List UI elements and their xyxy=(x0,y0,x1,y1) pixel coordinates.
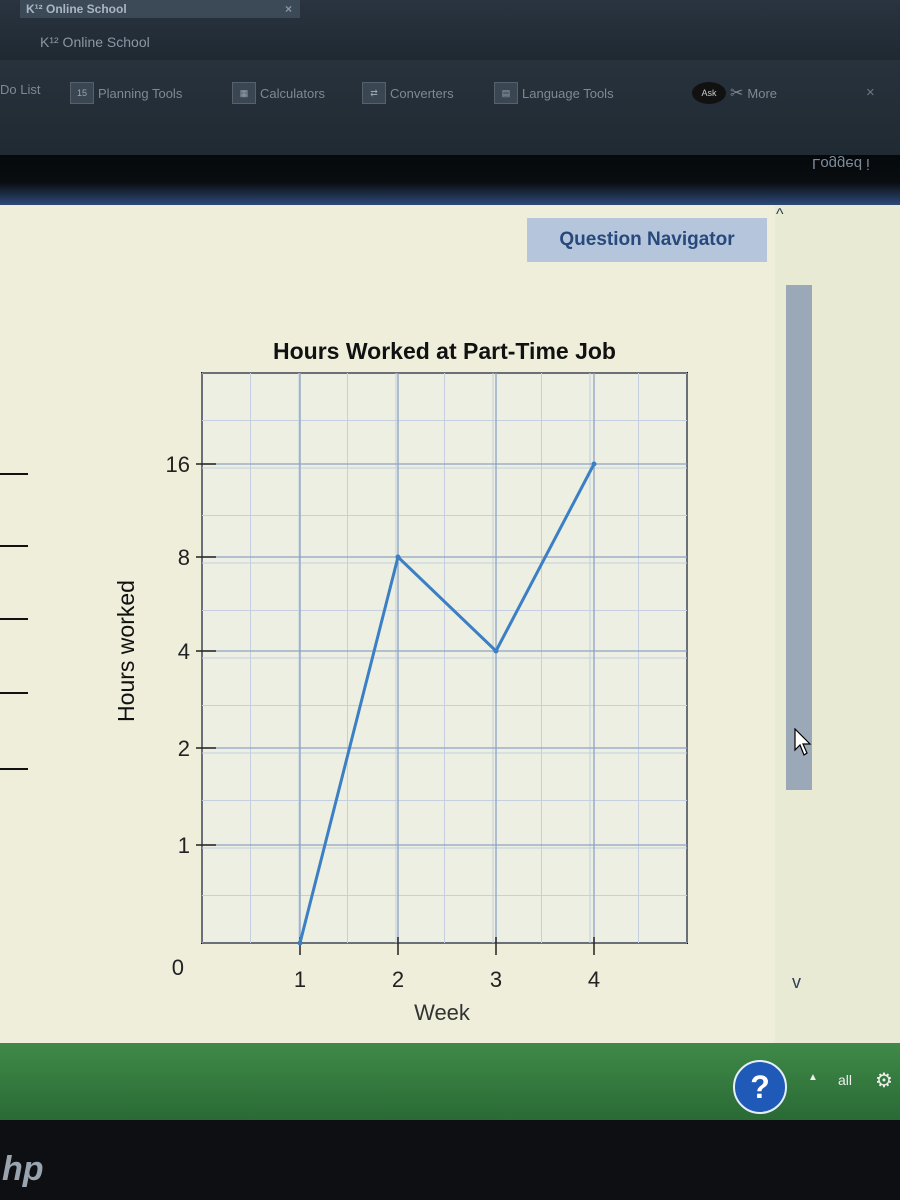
x-tick-label: 3 xyxy=(490,967,502,992)
language-icon: ▤ xyxy=(494,82,518,104)
answer-blank xyxy=(0,618,28,620)
toolbar-do-list[interactable]: Do List xyxy=(0,82,40,97)
signal-icon[interactable]: all xyxy=(838,1072,853,1088)
toolbar-planning-tools[interactable]: 15 Planning Tools xyxy=(70,82,182,104)
y-tick-label: 16 xyxy=(166,452,190,477)
chart-title: Hours Worked at Part-Time Job xyxy=(273,338,616,364)
scrollbar-thumb[interactable] xyxy=(786,285,812,790)
tab-title: K¹² Online School xyxy=(26,2,127,16)
toolbar-label: Do List xyxy=(0,82,41,97)
answer-blank xyxy=(0,768,28,770)
y-tick-label: 8 xyxy=(178,545,190,570)
toolbar-converters[interactable]: ⇄ Converters xyxy=(362,82,454,104)
x-axis-label: Week xyxy=(414,1000,471,1025)
tab-close-icon[interactable]: × xyxy=(284,2,292,16)
header-band: Logged i xyxy=(0,155,900,205)
tray-expand-icon[interactable]: ▲ xyxy=(808,1072,818,1083)
tray-settings-icon[interactable]: ⚙ xyxy=(875,1070,893,1092)
toolbar-more-label: More xyxy=(747,85,778,101)
toolbar-label: Converters xyxy=(390,85,454,101)
help-icon[interactable]: ? xyxy=(733,1060,787,1114)
browser-tab[interactable]: K¹² Online School × xyxy=(20,0,300,18)
site-label[interactable]: K¹² Online School xyxy=(40,34,150,50)
x-tick-label: 2 xyxy=(392,967,404,992)
y-tick-label: 0 xyxy=(172,955,184,980)
calendar-icon: 15 xyxy=(70,82,94,104)
scissors-icon: ✂ xyxy=(730,85,744,102)
y-tick-label: 4 xyxy=(178,639,190,664)
x-tick-label: 4 xyxy=(588,967,600,992)
toolbar-calculators[interactable]: ▦ Calculators xyxy=(232,82,325,104)
line-chart: 0 1 2 4 8 16 1 2 3 4 Hours Worked at Part-Time Job… xyxy=(113,338,688,1025)
logged-in-text: Logged i xyxy=(812,155,870,172)
data-point xyxy=(493,648,499,654)
toolbar-close-icon[interactable]: × xyxy=(866,84,875,101)
toolbar-label: Calculators xyxy=(260,85,326,101)
answer-blank xyxy=(0,692,28,694)
y-axis-label: Hours worked xyxy=(113,580,139,722)
toolbar-ask[interactable]: Ask ✂ More xyxy=(692,82,777,104)
toolbar-language-tools[interactable]: ▤ Language Tools xyxy=(494,82,614,104)
browser-tab-strip: K¹² Online School × K¹² Online School xyxy=(0,0,900,60)
data-point xyxy=(297,940,303,946)
converter-icon: ⇄ xyxy=(362,82,386,104)
toolbar-label: Planning Tools xyxy=(98,85,183,101)
laptop-bezel xyxy=(0,1120,900,1200)
ask-icon: Ask xyxy=(692,82,726,104)
question-navigator-button[interactable]: Question Navigator xyxy=(527,218,767,262)
calculator-icon: ▦ xyxy=(232,82,256,104)
data-point xyxy=(395,554,401,560)
scroll-up-icon[interactable]: ^ xyxy=(776,206,784,223)
y-tick-label: 2 xyxy=(178,736,190,761)
answer-blank xyxy=(0,545,28,547)
x-tick-label: 1 xyxy=(294,967,306,992)
cursor-icon xyxy=(794,728,812,756)
toolbar-label: Language Tools xyxy=(522,85,614,101)
answer-blank xyxy=(0,473,28,475)
toolbar: Do List 15 Planning Tools ▦ Calculators … xyxy=(0,60,900,155)
data-point xyxy=(591,461,597,467)
series-line xyxy=(298,463,596,944)
y-tick-label: 1 xyxy=(178,833,190,858)
scroll-down-icon[interactable]: v xyxy=(792,972,801,992)
hp-logo: hp xyxy=(2,1150,44,1188)
question-navigator-label: Question Navigator xyxy=(559,229,735,250)
